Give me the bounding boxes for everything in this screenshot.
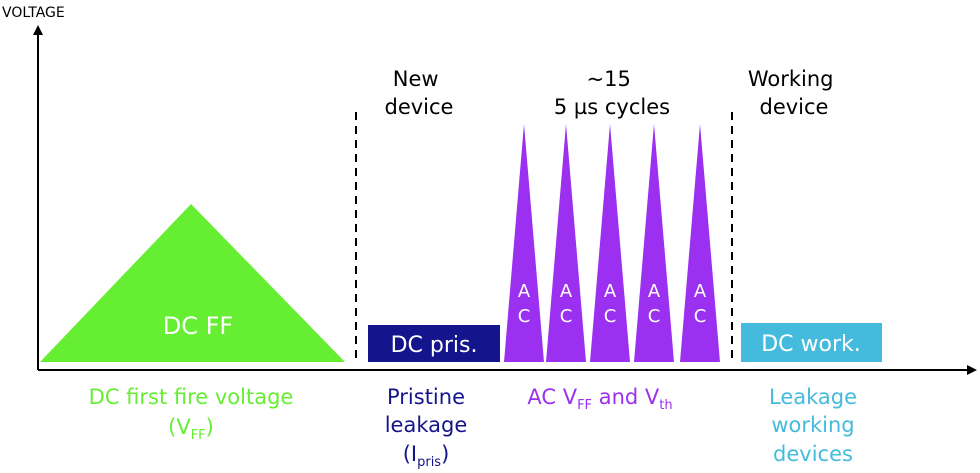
ac-spike: A C bbox=[680, 124, 720, 362]
svg-text:(VFF): (VFF) bbox=[168, 415, 214, 443]
header-working-device: Working device bbox=[748, 67, 840, 119]
caption-dc-first-fire: DC first fire voltage (VFF) bbox=[89, 385, 294, 443]
svg-text:A: A bbox=[694, 281, 707, 302]
dc-work-bar bbox=[741, 323, 882, 362]
caption-leakage-working: Leakage working devices bbox=[769, 385, 857, 466]
ac-spike: A C bbox=[634, 124, 674, 362]
caption-pristine-leakage: Pristine leakage (Ipris) bbox=[385, 385, 468, 470]
svg-text:DC first fire voltage: DC first fire voltage bbox=[89, 385, 294, 409]
svg-text:A: A bbox=[604, 281, 617, 302]
svg-text:devices: devices bbox=[773, 442, 853, 466]
svg-text:AC VFF and Vth: AC VFF and Vth bbox=[527, 385, 672, 413]
caption-ac-vff-vth: AC VFF and Vth bbox=[527, 385, 672, 413]
dc-pris-label: DC pris. bbox=[391, 333, 478, 358]
header-new-device: New device bbox=[385, 67, 454, 119]
svg-text:working: working bbox=[771, 413, 854, 437]
ac-spike: A C bbox=[546, 124, 586, 362]
svg-text:A: A bbox=[648, 281, 661, 302]
y-axis-label: VOLTAGE bbox=[2, 5, 65, 21]
dc-pris-bar bbox=[368, 325, 500, 362]
svg-text:C: C bbox=[518, 306, 531, 327]
svg-text:C: C bbox=[694, 306, 707, 327]
svg-text:C: C bbox=[604, 306, 617, 327]
ac-spike: A C bbox=[504, 124, 544, 362]
svg-text:C: C bbox=[560, 306, 573, 327]
svg-text:C: C bbox=[648, 306, 661, 327]
svg-text:(Ipris): (Ipris) bbox=[403, 442, 450, 470]
svg-text:Pristine: Pristine bbox=[387, 385, 465, 409]
dc-ff-label: DC FF bbox=[163, 312, 233, 340]
svg-text:leakage: leakage bbox=[385, 413, 468, 437]
header-cycles: ~15 5 µs cycles bbox=[554, 67, 670, 119]
svg-text:A: A bbox=[560, 281, 573, 302]
svg-text:Leakage: Leakage bbox=[769, 385, 857, 409]
dc-ff-triangle bbox=[40, 204, 345, 362]
dc-work-label: DC work. bbox=[761, 332, 861, 357]
svg-text:A: A bbox=[518, 281, 531, 302]
ac-spike: A C bbox=[590, 124, 630, 362]
